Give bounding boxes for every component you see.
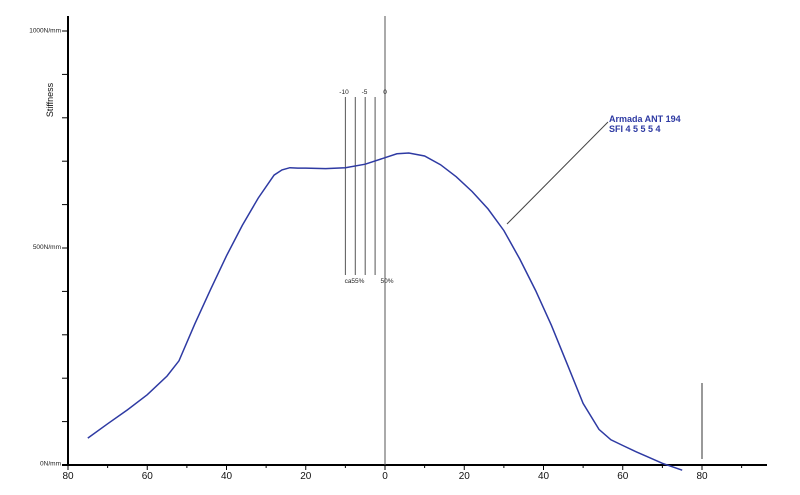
reference-lines xyxy=(344,97,376,275)
x-tick-label: 40 xyxy=(221,471,233,482)
x-tick-label: 80 xyxy=(696,471,708,482)
x-tick-label: 0 xyxy=(382,471,388,482)
x-tick-label: 80 xyxy=(62,471,74,482)
x-tick-label: 20 xyxy=(459,471,471,482)
y-tick-label-0: 0N/mm xyxy=(40,461,61,468)
y-tick-labels: 0N/mm 500N/mm 1000N/mm xyxy=(29,28,61,468)
series-name-label: Armada ANT 194 xyxy=(609,114,681,124)
axes xyxy=(62,16,767,466)
x-tick-label: 40 xyxy=(538,471,550,482)
y-tick-label-1000: 1000N/mm xyxy=(29,28,61,35)
y-tick-label-500: 500N/mm xyxy=(33,244,61,251)
y-ticks xyxy=(62,30,68,423)
ref-top-label-0: 0 xyxy=(383,89,387,96)
reference-labels: -10 -5 0 ca55% 50% xyxy=(339,89,393,285)
x-ticks: 80 60 40 20 0 20 40 60 80 xyxy=(62,465,743,482)
ref-bottom-label-ca55: ca55% xyxy=(345,278,365,285)
ref-top-label-minus5: -5 xyxy=(362,89,368,96)
x-tick-label: 20 xyxy=(300,471,312,482)
legend-leader-line xyxy=(506,121,609,225)
ref-top-label-minus10: -10 xyxy=(339,89,349,96)
x-tick-label: 60 xyxy=(617,471,629,482)
x-tick-label: 60 xyxy=(142,471,154,482)
y-axis-title: Stiffness xyxy=(45,82,55,117)
series-sublabel: SFI 4 5 5 5 4 xyxy=(609,124,661,134)
stiffness-curve xyxy=(87,152,683,471)
ref-bottom-label-50: 50% xyxy=(380,278,393,285)
